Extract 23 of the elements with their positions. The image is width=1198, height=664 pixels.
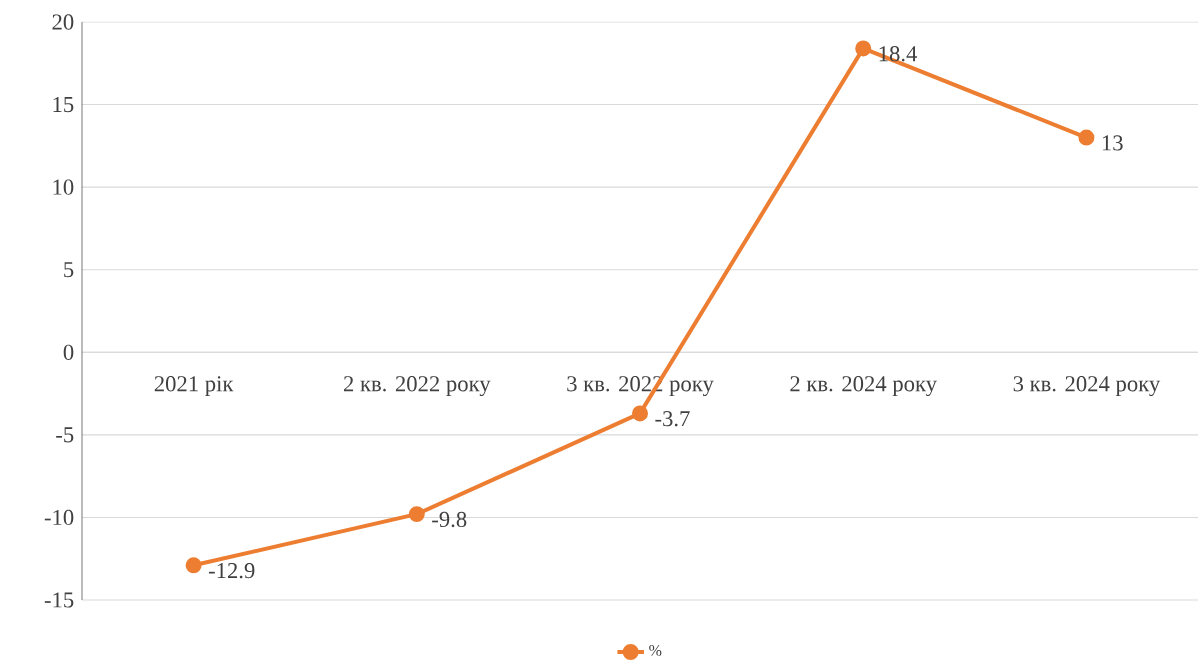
y-tick-label: 5 (64, 262, 74, 278)
y-tick-label: -10 (44, 509, 74, 526)
data-label: 18.4 (879, 46, 918, 62)
data-label: 13 (1102, 135, 1123, 151)
point (185, 557, 202, 574)
data-label: -3.7 (655, 411, 690, 427)
y-tick-label: -15 (44, 592, 74, 608)
point (632, 405, 649, 422)
x-tick-label: 2 кв. 2024 року (790, 376, 937, 397)
point (855, 40, 872, 57)
data-label: -12.9 (208, 562, 255, 579)
legend-label: % (649, 645, 662, 656)
y-tick-label: 15 (53, 96, 74, 113)
data-label: -9.8 (432, 511, 467, 528)
x-tick-label: 3 кв. 2024 року (1013, 376, 1161, 397)
x-tick-label: 2021 рік (154, 376, 234, 397)
point (1078, 129, 1095, 146)
y-tick-label: 0 (63, 344, 74, 360)
point (408, 506, 425, 523)
y-tick-label: 10 (53, 179, 74, 195)
y-tick-label: -5 (56, 427, 74, 443)
y-tick-label: 20 (52, 14, 74, 30)
x-tick-label: 2 кв. 2022 року (344, 376, 491, 397)
